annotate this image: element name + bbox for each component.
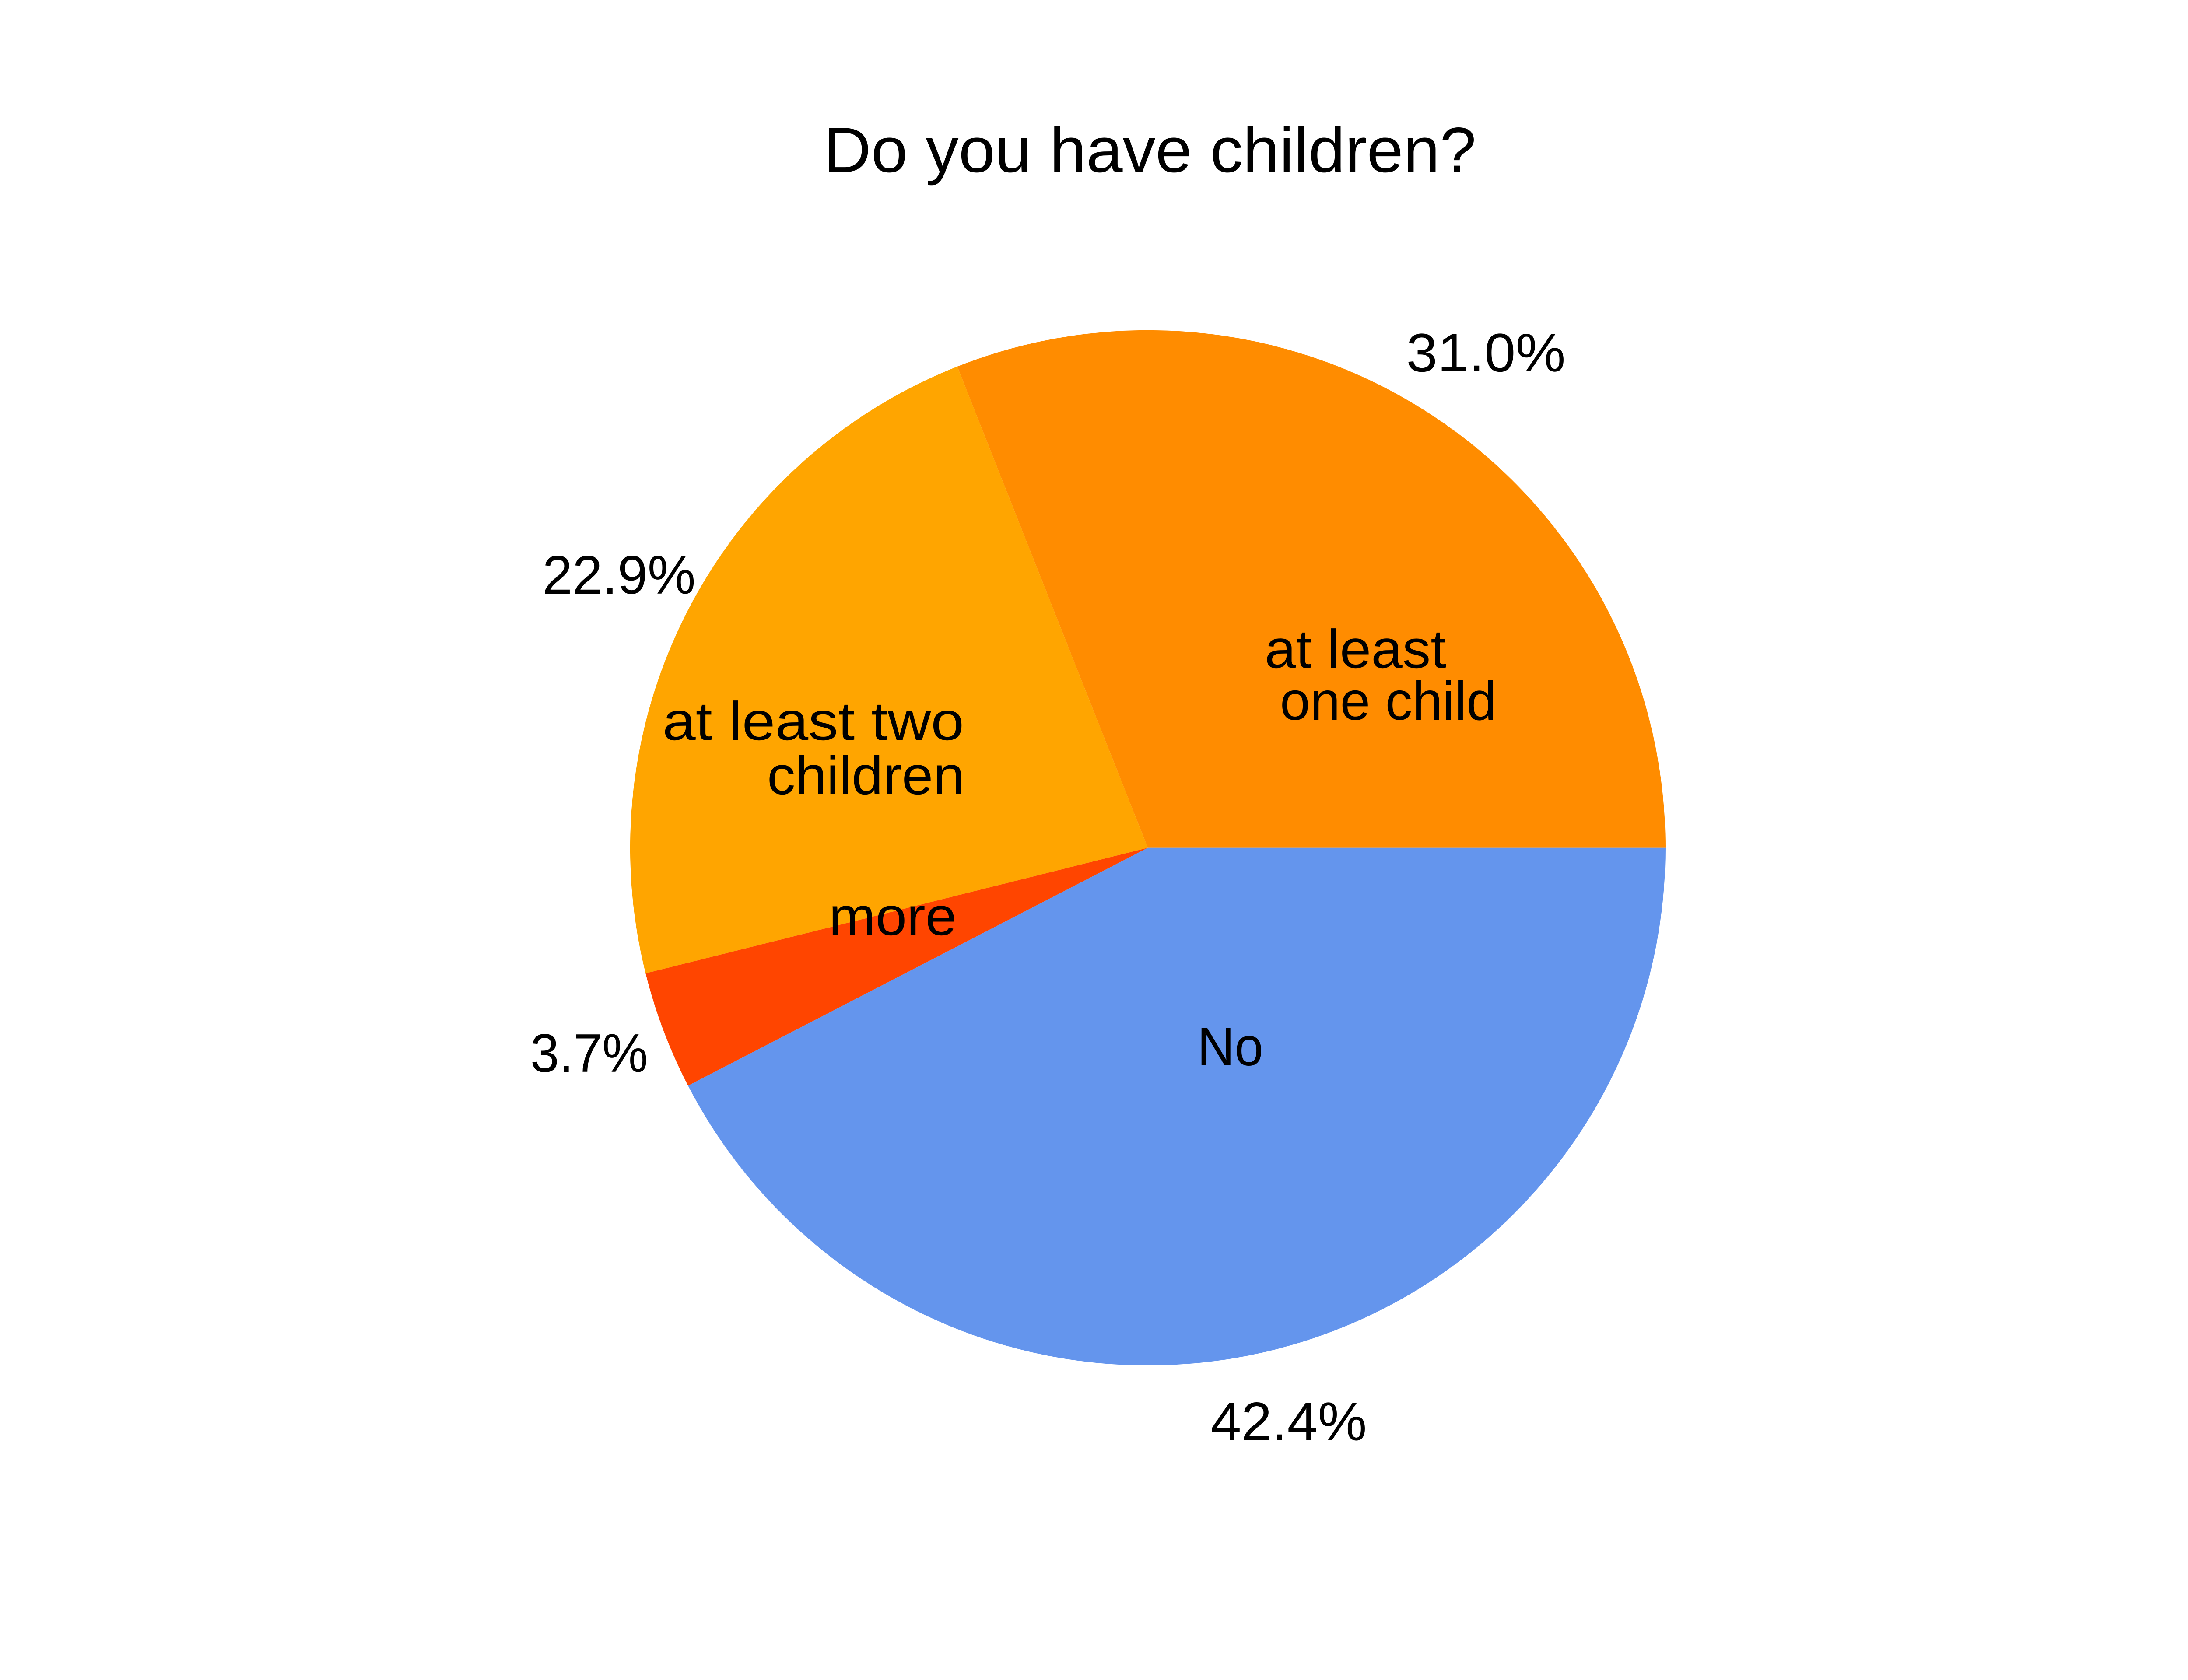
svg-text:Do you have children?: Do you have children? — [824, 114, 1476, 186]
svg-text:31.0%: 31.0% — [1406, 323, 1566, 383]
svg-text:No: No — [1197, 1017, 1263, 1077]
svg-text:at least two: at least two — [663, 691, 964, 752]
svg-text:42.4%: 42.4% — [1211, 1392, 1367, 1452]
svg-text:at least: at least — [1265, 619, 1446, 679]
svg-text:children: children — [767, 746, 964, 806]
svg-text:3.7%: 3.7% — [530, 1023, 648, 1084]
svg-text:22.9%: 22.9% — [543, 545, 696, 606]
svg-text:more: more — [829, 886, 957, 947]
svg-text:one child: one child — [1280, 671, 1497, 732]
